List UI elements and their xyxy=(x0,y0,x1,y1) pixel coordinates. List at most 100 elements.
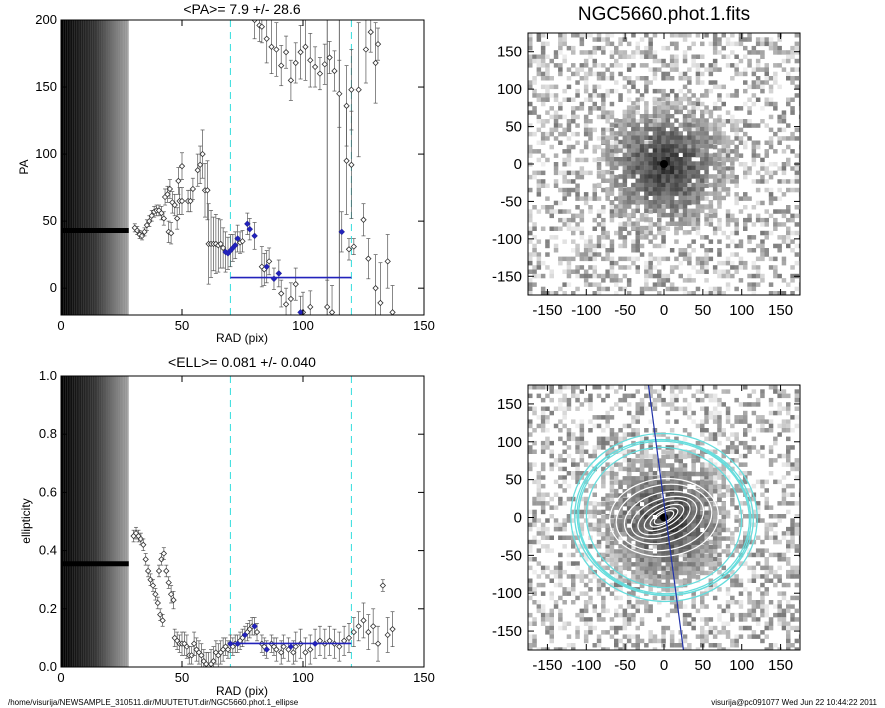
noise-pixel xyxy=(743,217,748,223)
noise-pixel xyxy=(725,410,731,416)
noise-pixel xyxy=(708,393,714,399)
galaxy-pixel xyxy=(618,187,623,192)
noise-pixel xyxy=(635,402,640,407)
noise-pixel xyxy=(777,574,782,579)
noise-pixel xyxy=(712,393,718,399)
noise-pixel xyxy=(609,475,615,480)
noise-pixel xyxy=(743,402,748,407)
noise-pixel xyxy=(717,269,722,274)
galaxy-pixel xyxy=(657,208,662,214)
data-point xyxy=(336,643,343,650)
noise-pixel xyxy=(760,419,765,424)
noise-pixel xyxy=(592,144,597,150)
galaxy-pixel xyxy=(644,217,649,222)
noise-pixel xyxy=(601,114,606,120)
galaxy-pixel xyxy=(712,152,718,158)
noise-pixel xyxy=(768,37,774,42)
galaxy-pixel xyxy=(674,105,679,110)
galaxy-pixel xyxy=(717,131,722,136)
noise-pixel xyxy=(532,110,537,115)
noise-pixel xyxy=(773,522,778,528)
noise-pixel xyxy=(631,50,636,55)
galaxy-pixel xyxy=(678,157,683,162)
noise-pixel xyxy=(751,50,757,55)
galaxy-pixel xyxy=(691,161,696,166)
noise-pixel xyxy=(571,213,576,219)
noise-pixel xyxy=(721,153,726,158)
noise-pixel xyxy=(790,67,795,72)
noise-pixel xyxy=(528,80,533,85)
noise-pixel xyxy=(631,419,636,424)
data-point xyxy=(328,309,336,315)
galaxy-pixel xyxy=(601,178,606,183)
noise-pixel xyxy=(734,144,739,150)
noise-pixel xyxy=(622,243,628,249)
noise-pixel xyxy=(786,604,791,609)
noise-pixel xyxy=(691,617,696,622)
galaxy-pixel xyxy=(644,204,649,209)
galaxy-pixel xyxy=(614,480,619,485)
noise-pixel xyxy=(751,291,757,295)
galaxy-pixel xyxy=(700,126,705,132)
noise-pixel xyxy=(734,88,739,94)
galaxy-pixel xyxy=(708,208,714,214)
noise-pixel xyxy=(794,136,800,141)
noise-pixel xyxy=(743,174,748,180)
galaxy-pixel xyxy=(631,480,636,485)
noise-pixel xyxy=(687,33,692,38)
noise-pixel xyxy=(747,217,752,223)
galaxy-pixel xyxy=(691,152,696,158)
galaxy-pixel xyxy=(631,122,636,128)
data-point xyxy=(379,582,387,589)
noise-pixel xyxy=(579,217,585,223)
noise-pixel xyxy=(579,522,585,528)
x-tick-label: -100 xyxy=(571,302,601,319)
noise-pixel xyxy=(691,63,696,68)
galaxy-pixel xyxy=(661,122,666,128)
noise-pixel xyxy=(648,265,653,270)
galaxy-pixel xyxy=(665,182,671,188)
noise-pixel xyxy=(717,440,722,446)
noise-pixel xyxy=(674,41,679,47)
galaxy-pixel xyxy=(661,191,666,196)
noise-pixel xyxy=(794,423,800,429)
noise-pixel xyxy=(747,612,752,618)
noise-pixel xyxy=(579,226,585,231)
noise-pixel xyxy=(528,638,533,644)
noise-pixel xyxy=(605,41,610,47)
noise-pixel xyxy=(794,569,800,575)
noise-pixel xyxy=(678,248,683,253)
noise-pixel xyxy=(700,265,705,270)
galaxy-pixel xyxy=(618,480,623,485)
galaxy-pixel xyxy=(635,126,640,132)
galaxy-pixel xyxy=(674,476,679,481)
galaxy-pixel xyxy=(609,174,615,179)
noise-pixel xyxy=(614,505,619,510)
noise-pixel xyxy=(622,574,628,579)
galaxy-pixel xyxy=(682,187,688,192)
noise-pixel xyxy=(717,239,722,244)
noise-pixel xyxy=(540,131,546,137)
galaxy-pixel xyxy=(631,165,636,171)
noise-pixel xyxy=(712,625,718,631)
noise-pixel xyxy=(743,119,748,124)
galaxy-pixel xyxy=(609,191,615,196)
noise-pixel xyxy=(760,50,765,55)
noise-pixel xyxy=(657,58,662,64)
noise-pixel xyxy=(592,226,597,231)
galaxy-pixel xyxy=(721,174,726,179)
noise-pixel xyxy=(614,80,619,85)
galaxy-pixel xyxy=(669,165,675,171)
noise-pixel xyxy=(558,625,563,631)
noise-pixel xyxy=(588,127,593,133)
noise-pixel xyxy=(609,569,615,575)
noise-pixel xyxy=(798,243,800,249)
noise-pixel xyxy=(609,260,615,266)
data-point xyxy=(263,35,270,42)
noise-pixel xyxy=(536,71,542,77)
noise-pixel xyxy=(751,410,757,416)
noise-pixel xyxy=(695,33,701,38)
galaxy-pixel xyxy=(700,131,705,136)
noise-pixel xyxy=(652,265,658,270)
noise-pixel xyxy=(558,522,563,528)
